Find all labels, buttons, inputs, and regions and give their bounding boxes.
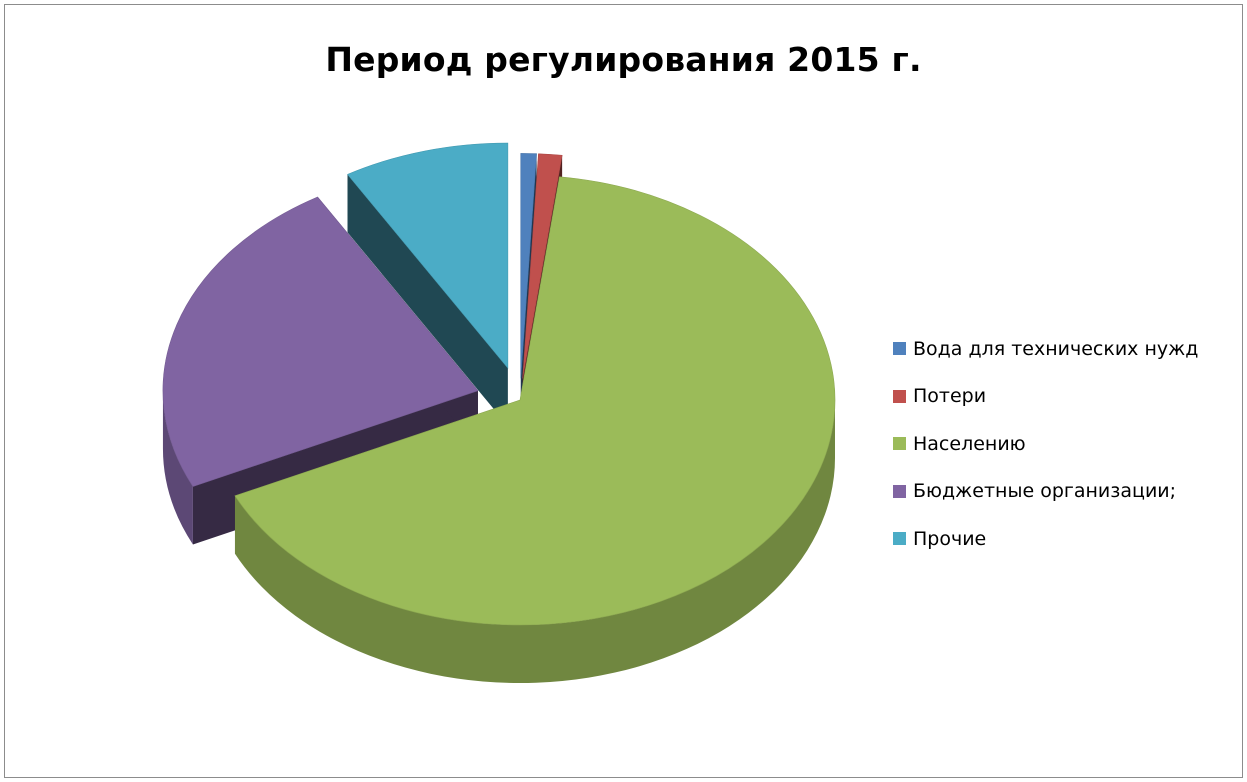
legend-label: Вода для технических нужд [913, 338, 1198, 360]
legend-swatch [893, 342, 906, 355]
legend: Вода для технических нужд Потери Населен… [893, 325, 1238, 563]
legend-item: Вода для технических нужд [893, 325, 1238, 373]
legend-item: Потери [893, 373, 1238, 421]
legend-swatch [893, 390, 906, 403]
legend-label: Потери [913, 385, 986, 407]
legend-item: Населению [893, 420, 1238, 468]
legend-swatch [893, 485, 906, 498]
legend-label: Прочие [913, 528, 986, 550]
legend-label: Населению [913, 433, 1026, 455]
legend-swatch [893, 532, 906, 545]
legend-label: Бюджетные организации; [913, 480, 1176, 502]
legend-item: Бюджетные организации; [893, 468, 1238, 516]
legend-item: Прочие [893, 515, 1238, 563]
legend-swatch [893, 437, 906, 450]
